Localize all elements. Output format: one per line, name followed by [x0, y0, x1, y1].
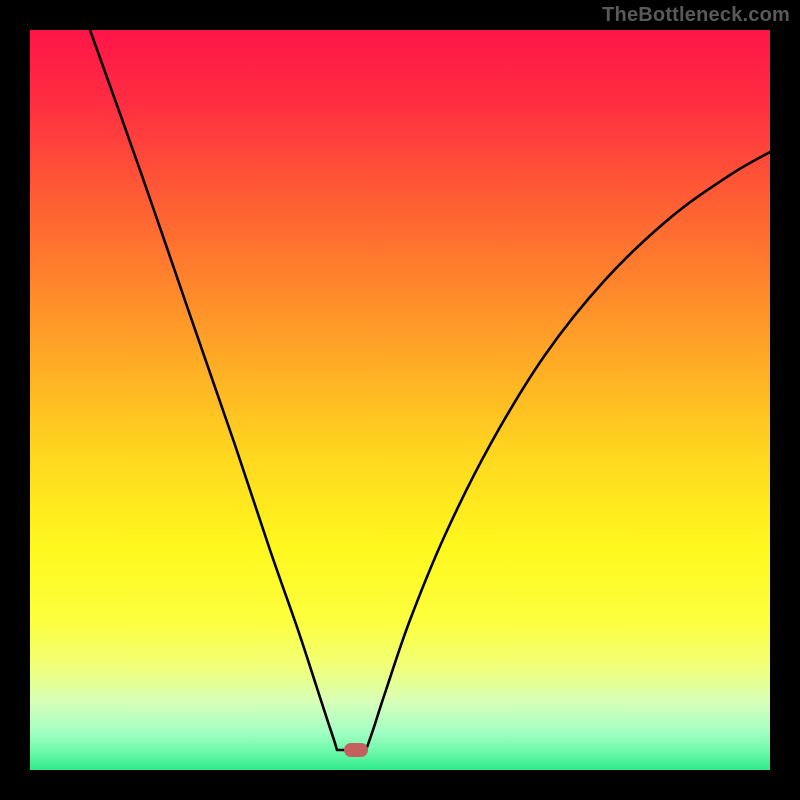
- bottleneck-marker: [344, 743, 368, 757]
- chart-frame: TheBottleneck.com: [0, 0, 800, 800]
- curve-layer: [30, 30, 770, 770]
- plot-area: [30, 30, 770, 770]
- bottleneck-curve: [90, 30, 770, 750]
- watermark-text: TheBottleneck.com: [602, 4, 790, 27]
